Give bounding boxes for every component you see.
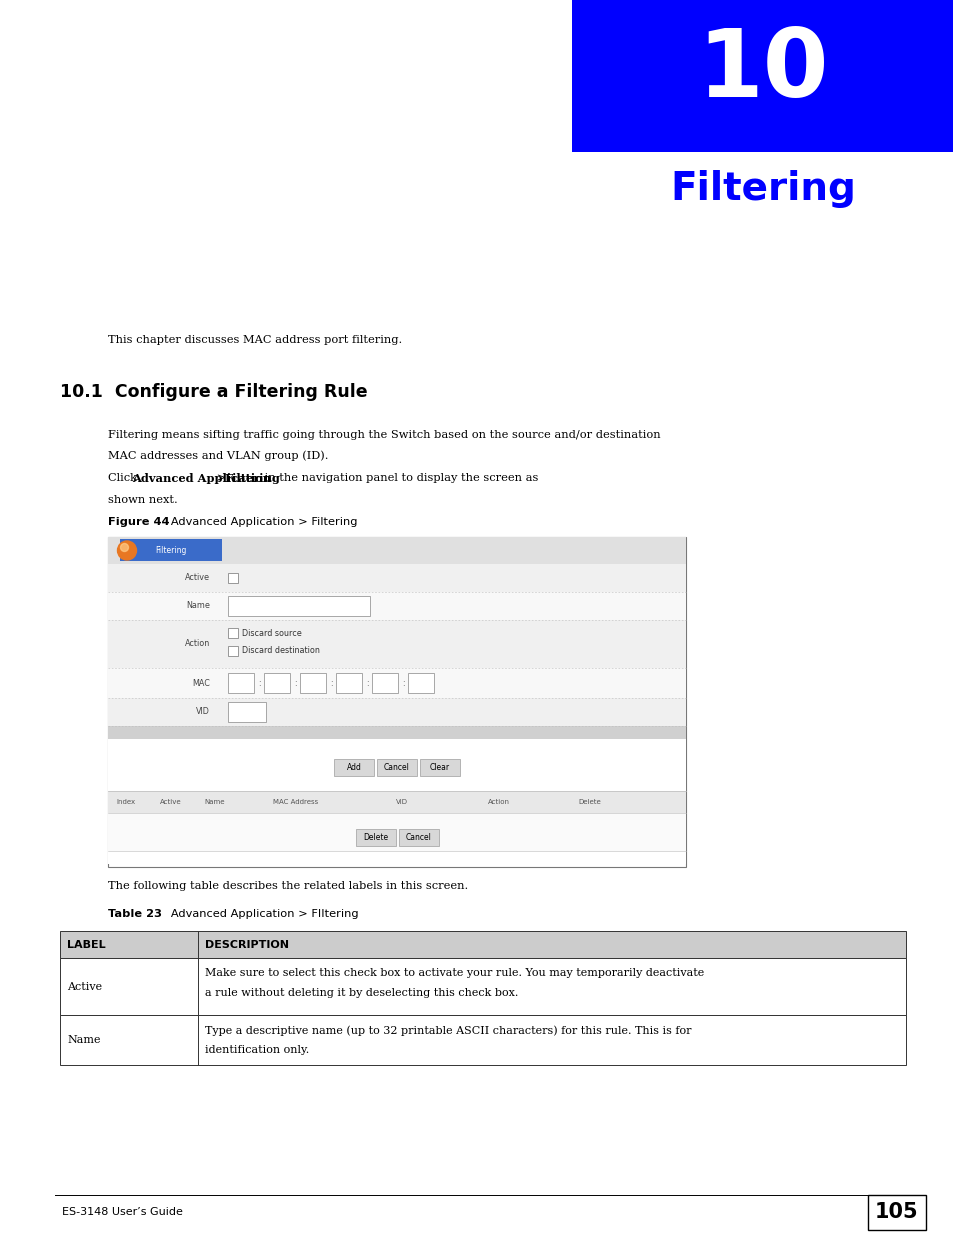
Text: Index: Index xyxy=(116,799,135,805)
Text: Filtering: Filtering xyxy=(669,170,855,207)
Text: :: : xyxy=(365,678,368,688)
Text: MAC addresses and VLAN group (ID).: MAC addresses and VLAN group (ID). xyxy=(108,450,328,461)
Bar xyxy=(108,537,685,564)
Text: Advanced Application > FIItering: Advanced Application > FIItering xyxy=(160,909,358,919)
Text: Name: Name xyxy=(67,1035,100,1045)
Bar xyxy=(108,668,685,698)
Bar xyxy=(419,758,459,776)
Text: Delete: Delete xyxy=(578,799,600,805)
Bar xyxy=(108,790,685,813)
Text: Action: Action xyxy=(185,640,210,648)
Text: Name: Name xyxy=(186,601,210,610)
Text: :: : xyxy=(294,678,296,688)
Text: Discard destination: Discard destination xyxy=(242,646,319,656)
Bar xyxy=(228,629,237,638)
Bar xyxy=(408,673,434,693)
Text: Active: Active xyxy=(160,799,181,805)
Circle shape xyxy=(120,543,129,552)
Text: a rule without deleting it by deselecting this check box.: a rule without deleting it by deselectin… xyxy=(205,988,517,998)
Bar xyxy=(572,0,953,152)
Bar xyxy=(108,813,685,851)
Text: :: : xyxy=(330,678,332,688)
Text: Advanced Application > Filtering: Advanced Application > Filtering xyxy=(160,517,357,527)
Text: LABEL: LABEL xyxy=(67,940,106,950)
Text: ES-3148 User’s Guide: ES-3148 User’s Guide xyxy=(62,1207,183,1216)
Text: :: : xyxy=(401,678,404,688)
Text: Cancel: Cancel xyxy=(405,832,431,841)
Text: 10.1  Configure a Filtering Rule: 10.1 Configure a Filtering Rule xyxy=(60,383,367,401)
Bar xyxy=(398,829,438,846)
Text: 105: 105 xyxy=(874,1203,918,1223)
Bar xyxy=(376,758,416,776)
Bar xyxy=(335,673,361,693)
Text: Discard source: Discard source xyxy=(242,629,301,637)
Text: MAC: MAC xyxy=(192,678,210,688)
Bar xyxy=(108,739,685,864)
Bar xyxy=(264,673,290,693)
Text: Click: Click xyxy=(108,473,140,483)
Text: Make sure to select this check box to activate your rule. You may temporarily de: Make sure to select this check box to ac… xyxy=(205,968,703,978)
Bar xyxy=(108,726,685,739)
Text: shown next.: shown next. xyxy=(108,495,177,505)
Circle shape xyxy=(117,541,136,559)
Bar xyxy=(108,537,685,867)
Text: Table 23: Table 23 xyxy=(108,909,162,919)
Text: Clear: Clear xyxy=(430,762,450,772)
Text: Filtering means sifting traffic going through the Switch based on the source and: Filtering means sifting traffic going th… xyxy=(108,430,659,440)
Text: VID: VID xyxy=(196,708,210,716)
Text: Advanced Application: Advanced Application xyxy=(132,473,271,484)
Bar xyxy=(372,673,397,693)
Bar xyxy=(355,829,395,846)
Text: Delete: Delete xyxy=(362,832,388,841)
Bar xyxy=(228,701,266,722)
Text: Filtering: Filtering xyxy=(225,473,280,484)
Text: :: : xyxy=(257,678,260,688)
Bar xyxy=(228,646,237,656)
Text: Figure 44: Figure 44 xyxy=(108,517,170,527)
Text: DESCRIPTION: DESCRIPTION xyxy=(205,940,289,950)
Text: Cancel: Cancel xyxy=(384,762,410,772)
Text: 10: 10 xyxy=(697,25,828,117)
Bar xyxy=(334,758,374,776)
Text: MAC Address: MAC Address xyxy=(273,799,318,805)
Bar xyxy=(60,931,905,958)
Bar xyxy=(108,698,685,726)
Text: Action: Action xyxy=(488,799,510,805)
Text: Type a descriptive name (up to 32 printable ASCII characters) for this rule. Thi: Type a descriptive name (up to 32 printa… xyxy=(205,1025,691,1036)
Bar xyxy=(108,592,685,620)
Text: >: > xyxy=(213,473,230,483)
Bar xyxy=(108,620,685,668)
Bar xyxy=(867,1195,925,1230)
Text: Active: Active xyxy=(67,982,102,992)
Bar xyxy=(120,540,222,562)
Text: This chapter discusses MAC address port filtering.: This chapter discusses MAC address port … xyxy=(108,335,402,345)
Bar xyxy=(299,673,326,693)
Text: The following table describes the related labels in this screen.: The following table describes the relate… xyxy=(108,881,468,890)
Text: identification only.: identification only. xyxy=(205,1045,309,1055)
Text: Filtering: Filtering xyxy=(155,546,187,555)
Text: Active: Active xyxy=(185,573,210,583)
Bar xyxy=(228,573,237,583)
Bar xyxy=(228,597,370,616)
Text: Name: Name xyxy=(204,799,224,805)
Bar xyxy=(60,958,905,1015)
Text: in the navigation panel to display the screen as: in the navigation panel to display the s… xyxy=(261,473,537,483)
Text: Add: Add xyxy=(346,762,361,772)
Bar xyxy=(60,1015,905,1065)
Bar xyxy=(108,564,685,592)
Text: VID: VID xyxy=(395,799,408,805)
Bar xyxy=(228,673,253,693)
